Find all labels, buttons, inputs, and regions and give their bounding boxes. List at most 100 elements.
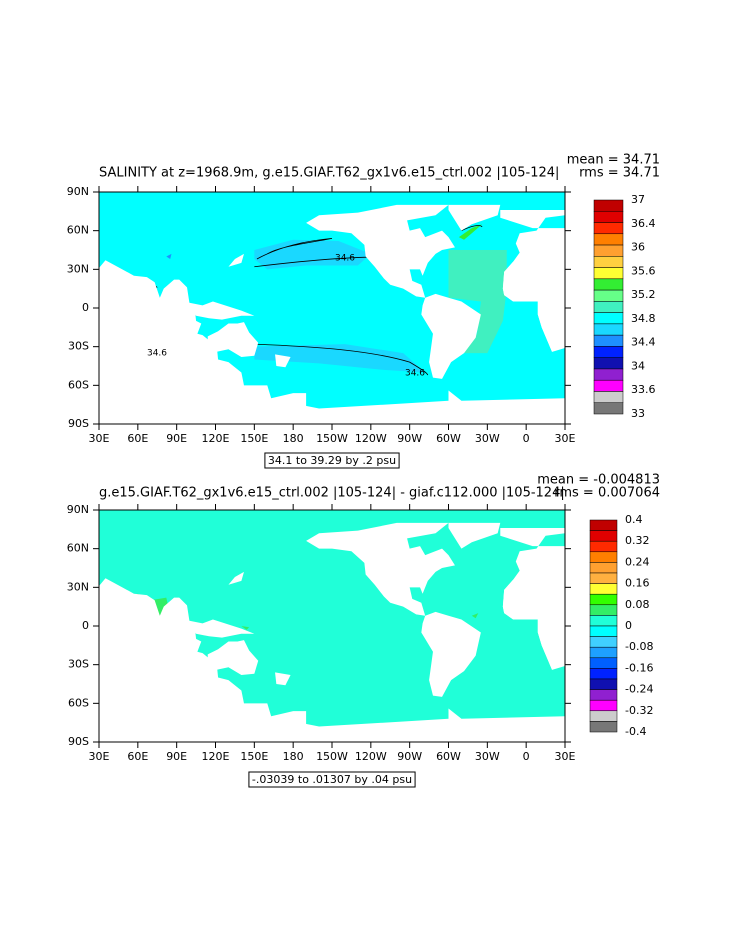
- colorbar-box: [593, 402, 624, 415]
- colorbar-label: 36: [631, 241, 645, 254]
- lon-tick-label: 30E: [555, 432, 576, 445]
- range-label: -.03039 to .01307 by .04 psu: [252, 773, 412, 786]
- lon-tick-label: 120W: [355, 750, 387, 763]
- lon-tick-label: 90W: [397, 750, 422, 763]
- lon-tick-label: 30W: [475, 750, 500, 763]
- lon-tick-label: 90E: [166, 432, 187, 445]
- colorbar-label: 34.4: [631, 336, 656, 349]
- lon-tick-label: 180: [283, 432, 304, 445]
- lon-tick-label: 120E: [202, 432, 230, 445]
- panel-title: g.e15.GIAF.T62_gx1v6.e15_ctrl.002 |105-1…: [99, 486, 565, 501]
- lon-tick-label: 0: [523, 432, 530, 445]
- lat-tick-label: 90N: [67, 185, 89, 198]
- colorbar-label: -0.24: [625, 683, 653, 696]
- lat-tick-label: 30N: [67, 262, 89, 275]
- colorbar-box: [589, 689, 618, 701]
- colorbar-box: [589, 636, 618, 648]
- contour-label: 34.6: [405, 369, 425, 379]
- colorbar-box: [593, 256, 624, 268]
- lat-tick-label: 0: [82, 301, 89, 314]
- colorbar-box: [593, 323, 624, 336]
- colorbar-label: -0.08: [625, 640, 653, 653]
- colorbar-box: [593, 357, 624, 370]
- colorbar-label: 0.4: [625, 513, 643, 526]
- colorbar-box: [589, 540, 618, 553]
- colorbar-box: [593, 379, 624, 392]
- colorbar-box: [589, 604, 618, 616]
- mean-label: mean = 34.71: [567, 153, 660, 168]
- colorbar-box: [589, 646, 618, 659]
- colorbar-label: 35.2: [631, 288, 656, 301]
- lon-tick-label: 120W: [355, 432, 387, 445]
- colorbar-box: [589, 562, 618, 574]
- colorbar-box: [589, 551, 618, 563]
- lat-tick-label: 60N: [67, 542, 89, 555]
- lon-tick-label: 60E: [127, 750, 148, 763]
- lon-tick-label: 120E: [202, 750, 230, 763]
- colorbar-label: 34.8: [631, 312, 656, 325]
- colorbar-label: -0.32: [625, 704, 653, 717]
- colorbar-box: [589, 657, 618, 669]
- colorbar-box: [589, 678, 618, 690]
- contour-label: 34.6: [147, 349, 167, 359]
- colorbar-box: [593, 267, 624, 280]
- lon-tick-label: 150W: [316, 750, 348, 763]
- colorbar-box: [593, 334, 624, 347]
- colorbar-box: [589, 625, 618, 637]
- colorbar-box: [593, 301, 624, 313]
- lon-tick-label: 90W: [397, 432, 422, 445]
- lon-tick-label: 30E: [89, 750, 110, 763]
- lat-tick-label: 90N: [67, 503, 89, 516]
- colorbar-label: 0.08: [625, 598, 650, 611]
- lat-tick-label: 60S: [68, 378, 89, 391]
- lat-tick-label: 90S: [68, 417, 89, 430]
- mean-label: mean = -0.004813: [537, 473, 660, 488]
- lon-tick-label: 60W: [436, 432, 461, 445]
- colorbar-box: [593, 222, 624, 235]
- colorbar-box: [593, 278, 624, 291]
- colorbar-label: 35.6: [631, 264, 656, 277]
- lat-tick-label: 30S: [68, 658, 89, 671]
- lon-tick-label: 30E: [555, 750, 576, 763]
- lat-tick-label: 90S: [68, 735, 89, 748]
- colorbar-box: [589, 530, 618, 542]
- lat-tick-label: 60N: [67, 224, 89, 237]
- colorbar-label: 0: [625, 619, 632, 632]
- lon-tick-label: 30W: [475, 432, 500, 445]
- colorbar-box: [589, 583, 618, 595]
- colorbar-label: 0.24: [625, 555, 650, 568]
- colorbar-label: 0.32: [625, 534, 650, 547]
- range-box: [248, 771, 416, 788]
- lat-tick-label: 30S: [68, 340, 89, 353]
- lat-tick-label: 60S: [68, 696, 89, 709]
- colorbar-box: [593, 244, 624, 257]
- colorbar-box: [593, 368, 624, 381]
- colorbar-box: [589, 699, 618, 712]
- colorbar-label: 33: [631, 407, 645, 420]
- range-box: [264, 452, 400, 469]
- colorbar-box: [593, 199, 624, 212]
- colorbar-box: [589, 519, 618, 531]
- lon-tick-label: 150E: [240, 750, 268, 763]
- colorbar-label: 33.6: [631, 383, 656, 396]
- colorbar-label: 36.4: [631, 217, 656, 230]
- colorbar-box: [593, 289, 624, 302]
- lon-tick-label: 60W: [436, 750, 461, 763]
- colorbar-box: [593, 391, 624, 403]
- colorbar-box: [593, 211, 624, 223]
- lon-tick-label: 30E: [89, 432, 110, 445]
- lat-tick-label: 30N: [67, 580, 89, 593]
- colorbar-box: [589, 668, 618, 680]
- colorbar-label: -0.4: [625, 725, 646, 738]
- contour-label: 34.6: [335, 254, 355, 264]
- colorbar-label: 0.16: [625, 577, 650, 590]
- range-label: 34.1 to 39.29 by .2 psu: [268, 454, 396, 467]
- lon-tick-label: 150W: [316, 432, 348, 445]
- rms-label: rms = 0.007064: [554, 486, 660, 501]
- lat-tick-label: 0: [82, 619, 89, 632]
- colorbar-label: -0.16: [625, 661, 653, 674]
- lon-tick-label: 60E: [127, 432, 148, 445]
